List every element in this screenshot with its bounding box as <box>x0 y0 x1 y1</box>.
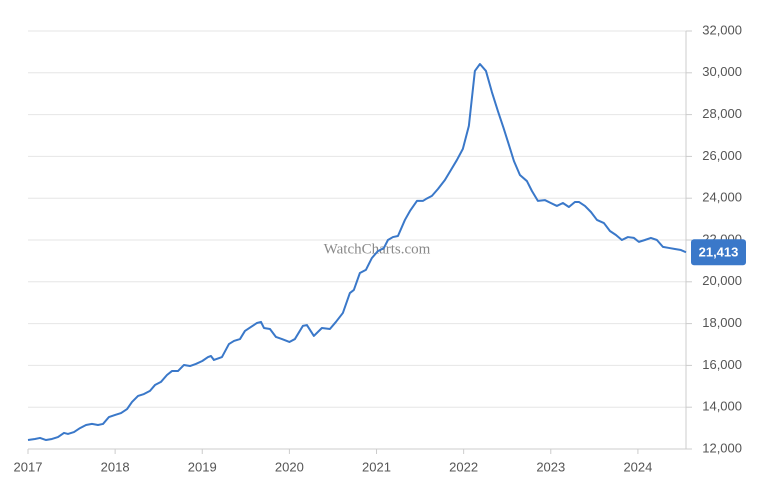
x-tick-label: 2024 <box>623 459 652 474</box>
last-value-label: 21,413 <box>699 245 739 260</box>
x-tick-label: 2023 <box>536 459 565 474</box>
x-tick-label: 2020 <box>275 459 304 474</box>
y-tick-label: 30,000 <box>702 64 742 79</box>
y-tick-label: 26,000 <box>702 148 742 163</box>
y-tick-label: 32,000 <box>702 22 742 37</box>
x-tick-label: 2018 <box>101 459 130 474</box>
x-tick-label: 2019 <box>188 459 217 474</box>
y-tick-label: 20,000 <box>702 273 742 288</box>
x-tick-label: 2021 <box>362 459 391 474</box>
x-tick-label: 2017 <box>14 459 43 474</box>
y-tick-label: 12,000 <box>702 440 742 455</box>
last-value-badge <box>691 239 746 266</box>
y-tick-label: 24,000 <box>702 190 742 205</box>
price-line <box>27 63 687 442</box>
y-tick-label: 14,000 <box>702 399 742 414</box>
x-tick-label: 2022 <box>449 459 478 474</box>
y-tick-label: 28,000 <box>702 106 742 121</box>
y-tick-label: 16,000 <box>702 357 742 372</box>
y-tick-label: 18,000 <box>702 315 742 330</box>
watermark: WatchCharts.com <box>324 241 431 257</box>
